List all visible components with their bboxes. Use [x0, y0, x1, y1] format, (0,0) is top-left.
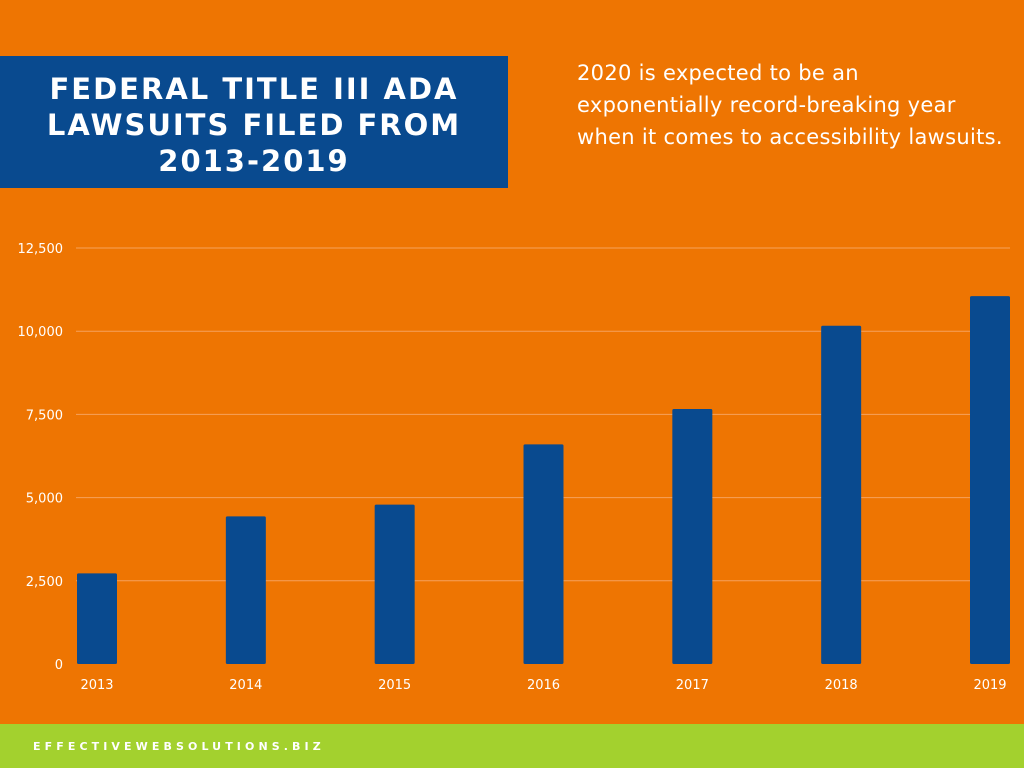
- footer-bar: EFFECTIVEWEBSOLUTIONS.BIZ: [0, 724, 1024, 768]
- bar: [672, 408, 713, 664]
- x-tick-label: 2017: [676, 678, 709, 693]
- y-tick-label: 10,000: [18, 325, 64, 340]
- bars: [77, 296, 1010, 664]
- y-axis-tick-labels: 0 2,500 5,000 7,500 10,000 12,500: [18, 242, 64, 673]
- x-tick-label: 2013: [80, 678, 113, 693]
- y-tick-label: 12,500: [18, 242, 64, 257]
- footer-website-link[interactable]: EFFECTIVEWEBSOLUTIONS.BIZ: [33, 740, 325, 753]
- bar: [821, 325, 862, 664]
- x-tick-label: 2019: [973, 678, 1006, 693]
- chart-subtitle: 2020 is expected to be an exponentially …: [577, 61, 1003, 149]
- bar: [970, 296, 1010, 664]
- bar: [77, 573, 117, 664]
- bar: [374, 504, 415, 664]
- x-tick-label: 2016: [527, 678, 560, 693]
- bar: [523, 444, 564, 664]
- y-tick-label: 2,500: [26, 575, 63, 590]
- x-axis-tick-labels: 2013 2014 2015 2016 2017 2018 2019: [80, 678, 1006, 693]
- x-tick-label: 2014: [229, 678, 262, 693]
- chart-title: FEDERAL TITLE III ADA LAWSUITS FILED FRO…: [46, 72, 462, 178]
- y-tick-label: 7,500: [26, 408, 63, 423]
- x-tick-label: 2015: [378, 678, 411, 693]
- bar: [225, 516, 266, 664]
- x-tick-label: 2018: [825, 678, 858, 693]
- title-box: FEDERAL TITLE III ADA LAWSUITS FILED FRO…: [0, 56, 508, 188]
- y-tick-label: 5,000: [26, 492, 63, 507]
- y-tick-label: 0: [55, 658, 63, 673]
